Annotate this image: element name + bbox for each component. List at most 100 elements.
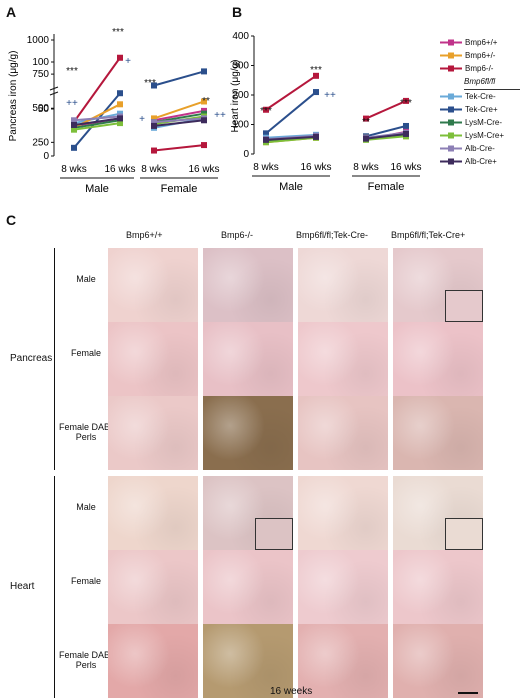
legend-entry: Bmp6-/- xyxy=(440,62,520,75)
series-line xyxy=(153,109,205,122)
significance-label: ++ xyxy=(324,90,336,101)
histology-image xyxy=(203,248,293,322)
legend-label: Alb-Cre+ xyxy=(465,157,497,166)
significance-label: + xyxy=(139,114,145,125)
chart-legend: Bmp6+/+ Bmp6+/- Bmp6-/- Bmp6fl/fl Tek-Cre- Te… xyxy=(440,36,520,168)
x-tick-label: 8 wks xyxy=(353,162,379,173)
histology-image xyxy=(203,322,293,396)
data-point xyxy=(71,117,77,124)
significance-label: *** xyxy=(310,65,322,76)
data-point xyxy=(403,130,409,137)
data-point xyxy=(117,54,123,61)
histology-image xyxy=(298,476,388,550)
data-point xyxy=(263,136,269,143)
panel-c-letter: C xyxy=(6,212,17,228)
legend-entry: Tek-Cre+ xyxy=(440,103,520,116)
histology-image xyxy=(393,322,483,396)
legend-label: LysM-Cre+ xyxy=(465,131,505,140)
histology-column-header: Bmp6fl/fl;Tek-Cre+ xyxy=(391,230,466,240)
legend-label: LysM-Cre- xyxy=(465,118,503,127)
legend-swatch xyxy=(440,38,462,47)
x-tick-label: 16 wks xyxy=(300,162,331,173)
x-tick-label: 16 wks xyxy=(188,164,219,175)
legend-label: Bmp6+/- xyxy=(465,51,496,60)
legend-entry: LysM-Cre+ xyxy=(440,129,520,142)
significance-label: ** xyxy=(362,117,370,128)
data-point xyxy=(71,126,77,133)
data-point xyxy=(263,106,269,113)
group-label: Male xyxy=(279,181,303,193)
series-line xyxy=(365,132,407,140)
series-line xyxy=(365,99,407,120)
y-tick-label: 200 xyxy=(232,90,249,101)
histology-image xyxy=(108,476,198,550)
histology-row-label: Female xyxy=(70,576,101,586)
data-point xyxy=(403,122,409,129)
legend-entry: Bmp6+/- xyxy=(440,49,520,62)
significance-label: *** xyxy=(66,66,78,77)
axis-break xyxy=(49,91,59,96)
legend-swatch xyxy=(440,157,462,166)
histology-image xyxy=(298,624,388,698)
series-line xyxy=(73,122,121,131)
x-tick-label: 16 wks xyxy=(390,162,421,173)
legend-label: Tek-Cre+ xyxy=(465,105,498,114)
data-point xyxy=(201,98,207,105)
histology-column-header: Bmp6+/+ xyxy=(126,230,163,240)
x-tick-label: 8 wks xyxy=(61,164,87,175)
legend-swatch xyxy=(440,131,462,140)
data-point xyxy=(117,120,123,127)
histology-row-label: Female xyxy=(70,348,101,358)
y-tick-label: 250 xyxy=(32,137,49,148)
legend-entry: LysM-Cre- xyxy=(440,116,520,129)
data-point xyxy=(71,144,77,151)
significance-label: ++ xyxy=(214,110,226,121)
histology-image xyxy=(298,248,388,322)
data-point xyxy=(313,133,319,140)
series-line xyxy=(365,125,407,138)
y-tick-label: 500 xyxy=(32,103,49,114)
histology-column-header: Bmp6fl/fl;Tek-Cre- xyxy=(296,230,369,240)
histology-image xyxy=(108,396,198,470)
histology-image xyxy=(108,624,198,698)
legend-label: Tek-Cre- xyxy=(465,92,496,101)
significance-label: *** xyxy=(112,27,124,38)
series-line xyxy=(265,91,317,135)
significance-label: *** xyxy=(144,78,156,89)
data-point xyxy=(151,122,157,129)
histology-row-label: Male xyxy=(76,502,96,512)
y-tick-label: 0 xyxy=(43,151,49,162)
series-line xyxy=(73,115,121,122)
histology-image xyxy=(393,396,483,470)
histology-image xyxy=(108,550,198,624)
tissue-label: Heart xyxy=(10,581,35,592)
histology-image xyxy=(393,550,483,624)
series-line xyxy=(73,92,121,149)
tissue-bracket xyxy=(54,476,55,698)
data-point xyxy=(313,89,319,96)
y-axis-label: Heart iron (μg/g) xyxy=(230,59,241,132)
histology-image xyxy=(298,396,388,470)
legend-entry: Alb-Cre- xyxy=(440,142,520,155)
series-line xyxy=(365,135,407,141)
group-label: Female xyxy=(161,183,198,195)
x-tick-label: 8 wks xyxy=(253,162,279,173)
legend-swatch xyxy=(440,51,462,60)
data-point xyxy=(71,121,77,128)
data-point xyxy=(117,101,123,108)
histology-row-label: Male xyxy=(76,274,96,284)
y-tick-label: 50 xyxy=(38,104,50,115)
y-tick-label: 400 xyxy=(232,31,249,42)
x-tick-label: 16 wks xyxy=(104,164,135,175)
series-line xyxy=(153,70,205,87)
legend-entry: Tek-Cre- xyxy=(440,90,520,103)
tissue-label: Pancreas xyxy=(10,353,53,364)
magnified-inset xyxy=(445,518,483,550)
histology-footer: 16 weeks xyxy=(270,686,313,697)
histology-image xyxy=(393,624,483,698)
data-point xyxy=(201,68,207,75)
data-point xyxy=(403,97,409,104)
legend-label: Alb-Cre- xyxy=(465,144,495,153)
significance-label: ** xyxy=(202,96,210,107)
series-line xyxy=(73,119,121,129)
